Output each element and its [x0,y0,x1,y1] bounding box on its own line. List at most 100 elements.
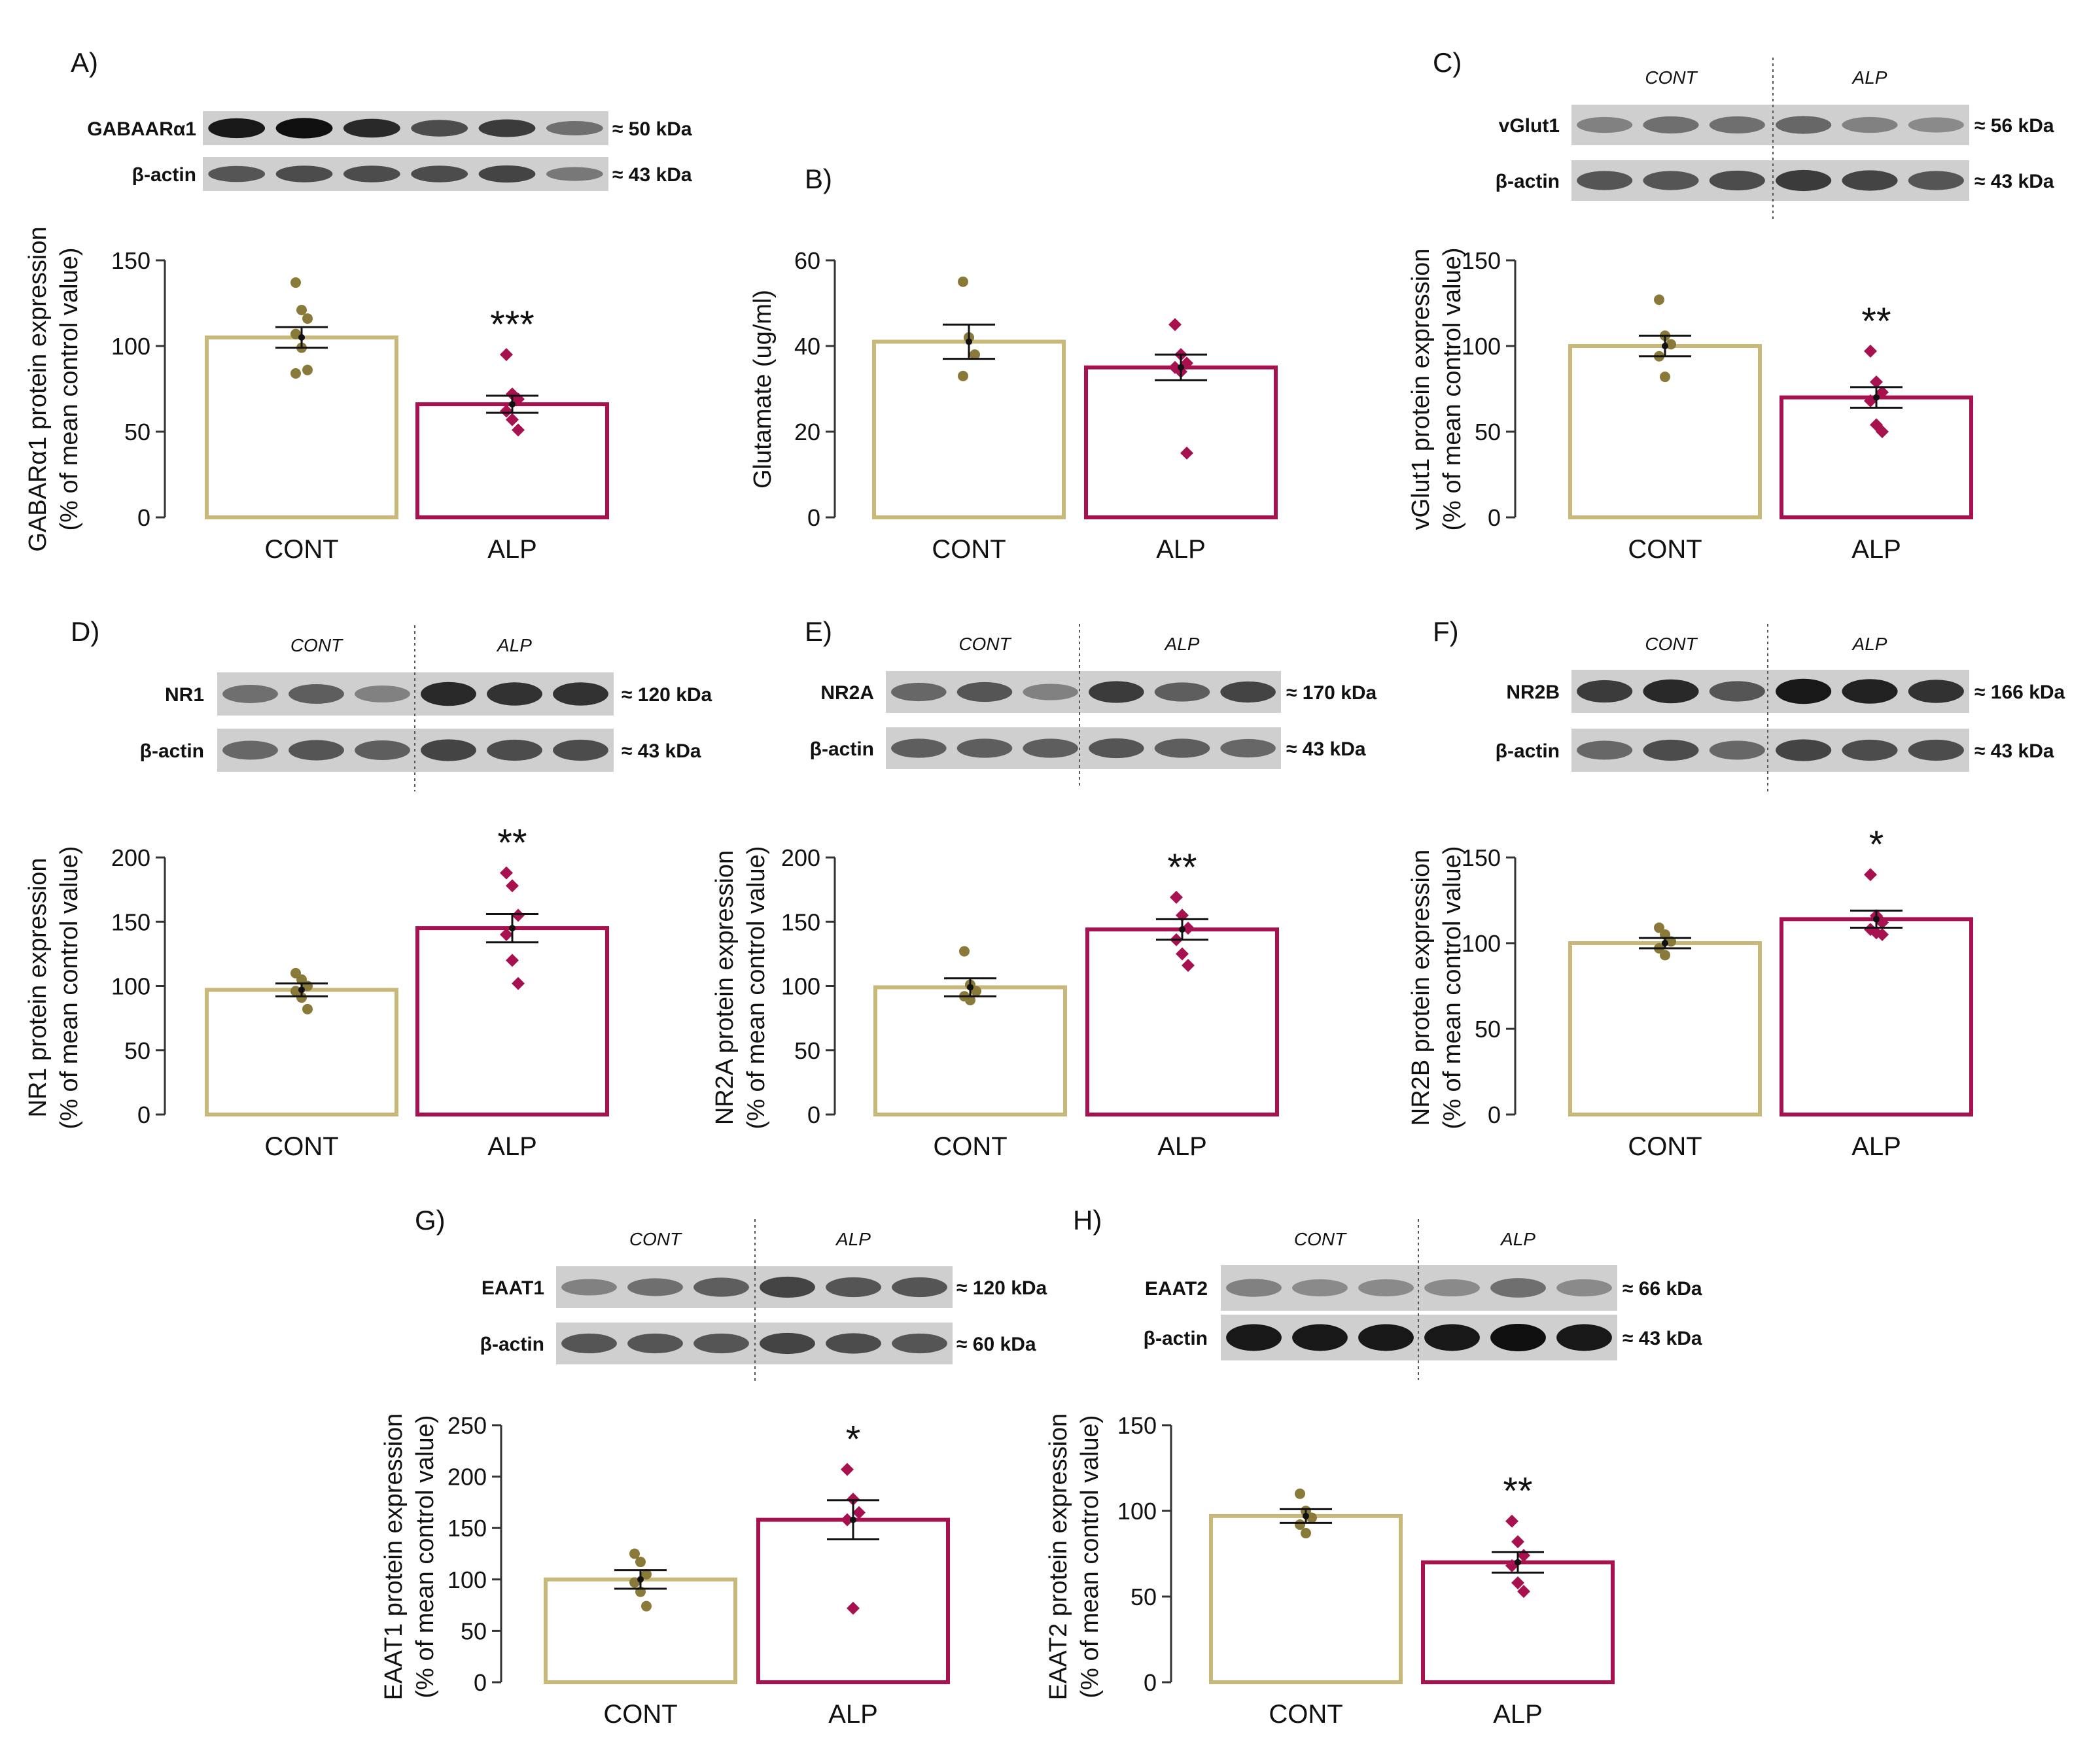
y-axis-subtitle: (% of mean control value) [1439,248,1466,531]
blot-band [561,1279,617,1296]
data-point-alp [1864,868,1877,882]
blot-band [1709,170,1765,191]
blot-band [343,165,400,182]
y-tick-label: 150 [1462,844,1501,871]
chart-panel-b: B) 0 20 40 60 Glutamate (ug/ml) CONT ALP [749,164,1278,564]
y-tick-label: 0 [137,504,150,531]
bar-cont [205,335,398,520]
y-axis-title: Glutamate (ug/ml) [749,290,777,489]
y-tick-label: 150 [111,247,150,274]
y-tick-label: 100 [1462,333,1501,360]
y-axis-title: EAAT1 protein expression [380,1413,408,1701]
mean-marker [850,1516,856,1523]
data-point-alp [1176,947,1189,961]
blot-band [553,739,608,761]
blot-band [487,682,542,706]
data-point-alp [841,1462,854,1476]
blot-row-label: β-actin [1144,1328,1208,1349]
blot-band [956,682,1013,702]
blot-band [1842,679,1898,704]
blot-membrane-protein [1571,105,1969,145]
blot-band [355,740,410,761]
y-tick-label: 0 [474,1669,487,1696]
y-tick-label: 20 [794,419,820,445]
blot-band [343,118,400,138]
data-point-cont [1654,294,1664,305]
y-axis-subtitle: (% of mean control value) [56,846,83,1130]
x-category-label: CONT [932,535,1006,564]
panel-label: A) [71,47,98,78]
panel-label: E) [805,616,832,647]
data-point-alp [1876,927,1889,941]
panel-label: G) [415,1205,446,1236]
blot-band [627,1278,683,1296]
y-tick-label: 150 [1117,1412,1157,1439]
y-tick-label: 50 [124,1037,150,1064]
blot-group-label-cont: CONT [958,634,1011,654]
y-axis-subtitle: (% of mean control value) [1439,846,1466,1130]
y-tick-label: 150 [111,908,150,935]
blot-band [1424,1324,1480,1351]
bar-cont [1568,941,1762,1116]
blot-kda-label: ≈ 56 kDa [1974,115,2054,137]
blot-band [826,1277,881,1298]
blot-group-label-cont: CONT [1645,634,1698,654]
blot-band [1226,1324,1282,1351]
blot-band [1908,171,1964,190]
chart-panel-g: G) 0 50 100 150 200 250 EAAT1 protein expressio… [380,1205,950,1729]
blot-band [1709,740,1765,760]
x-category-label: ALP [828,1700,878,1729]
blot-row-label: EAAT1 [482,1277,544,1299]
data-point-cont [1295,1519,1305,1530]
y-tick-label: 100 [111,973,150,1000]
significance-marker: *** [490,303,535,346]
mean-marker [967,984,973,991]
data-point-alp [1180,446,1193,460]
blot-band [1643,171,1699,190]
y-tick-label: 100 [111,333,150,360]
blot-band [1490,1278,1546,1298]
x-category-label: ALP [1157,1132,1207,1161]
blot-group-label-alp: ALP [1851,634,1887,654]
y-tick-label: 50 [794,1037,820,1064]
blot-row-label: NR2A [820,682,874,704]
bar-alp [1780,395,1973,519]
blot-row-label: NR1 [165,684,204,706]
panel-label: H) [1073,1205,1102,1236]
blot-band [1490,1324,1546,1351]
mean-marker [1179,926,1185,933]
panel-label: F) [1433,616,1459,647]
bar-cont [872,339,1066,519]
blot-band [1154,682,1210,702]
panel-label: D) [71,616,99,647]
significance-marker: ** [497,822,527,865]
blot-band [275,165,333,182]
blot-kda-label: ≈ 43 kDa [612,164,692,186]
blot-row-label: NR2B [1506,682,1560,703]
blot-band [222,685,278,703]
blot-band [892,1277,947,1298]
significance-marker: ** [1503,1470,1532,1513]
blot-band [421,682,476,706]
panel-label: B) [805,164,832,194]
blot-band [1556,1324,1612,1351]
y-axis-title: NR1 protein expression [24,857,52,1117]
blot-band [1643,116,1699,134]
y-tick-label: 0 [1488,504,1501,531]
data-point-cont [971,986,981,997]
y-tick-label: 60 [794,247,820,274]
y-tick-label: 150 [1462,247,1501,274]
data-point-alp [500,348,513,362]
y-tick-label: 100 [781,973,820,1000]
blot-band [208,165,266,182]
significance-marker: * [1869,823,1884,866]
data-point-alp [506,954,519,967]
y-tick-label: 0 [1488,1101,1501,1128]
blot-band [1643,739,1699,761]
blot-band [1358,1279,1414,1297]
chart-panel-e: E) 0 50 100 150 200 NR2A protein expression (% … [711,616,1279,1161]
blot-band [1023,683,1078,700]
blot-kda-label: ≈ 43 kDa [1974,171,2054,192]
blot-row-label: β-actin [480,1334,544,1355]
blot-band [892,1333,947,1354]
